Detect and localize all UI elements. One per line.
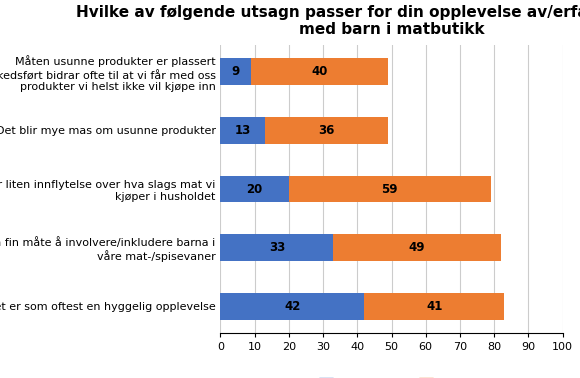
Bar [265,117,388,144]
Text: 41: 41 [426,300,443,313]
Text: 36: 36 [318,124,335,137]
Text: 42: 42 [284,300,300,313]
Bar [220,117,265,144]
Text: 9: 9 [231,65,240,78]
Text: 59: 59 [382,183,398,195]
Bar [220,234,334,261]
Text: 40: 40 [311,65,328,78]
Title: Hvilke av følgende utsagn passer for din opplevelse av/erfaring med å ha
med bar: Hvilke av følgende utsagn passer for din… [77,3,580,37]
Bar [251,59,388,85]
Bar [220,293,364,319]
Bar [364,293,505,319]
Text: 49: 49 [409,241,425,254]
Bar [220,176,289,202]
Bar [334,234,501,261]
Bar [220,59,251,85]
Legend: Passer helt, Passer delvis: Passer helt, Passer delvis [314,373,524,378]
Bar [289,176,491,202]
Text: 13: 13 [234,124,251,137]
Text: 33: 33 [269,241,285,254]
Text: 20: 20 [246,183,263,195]
